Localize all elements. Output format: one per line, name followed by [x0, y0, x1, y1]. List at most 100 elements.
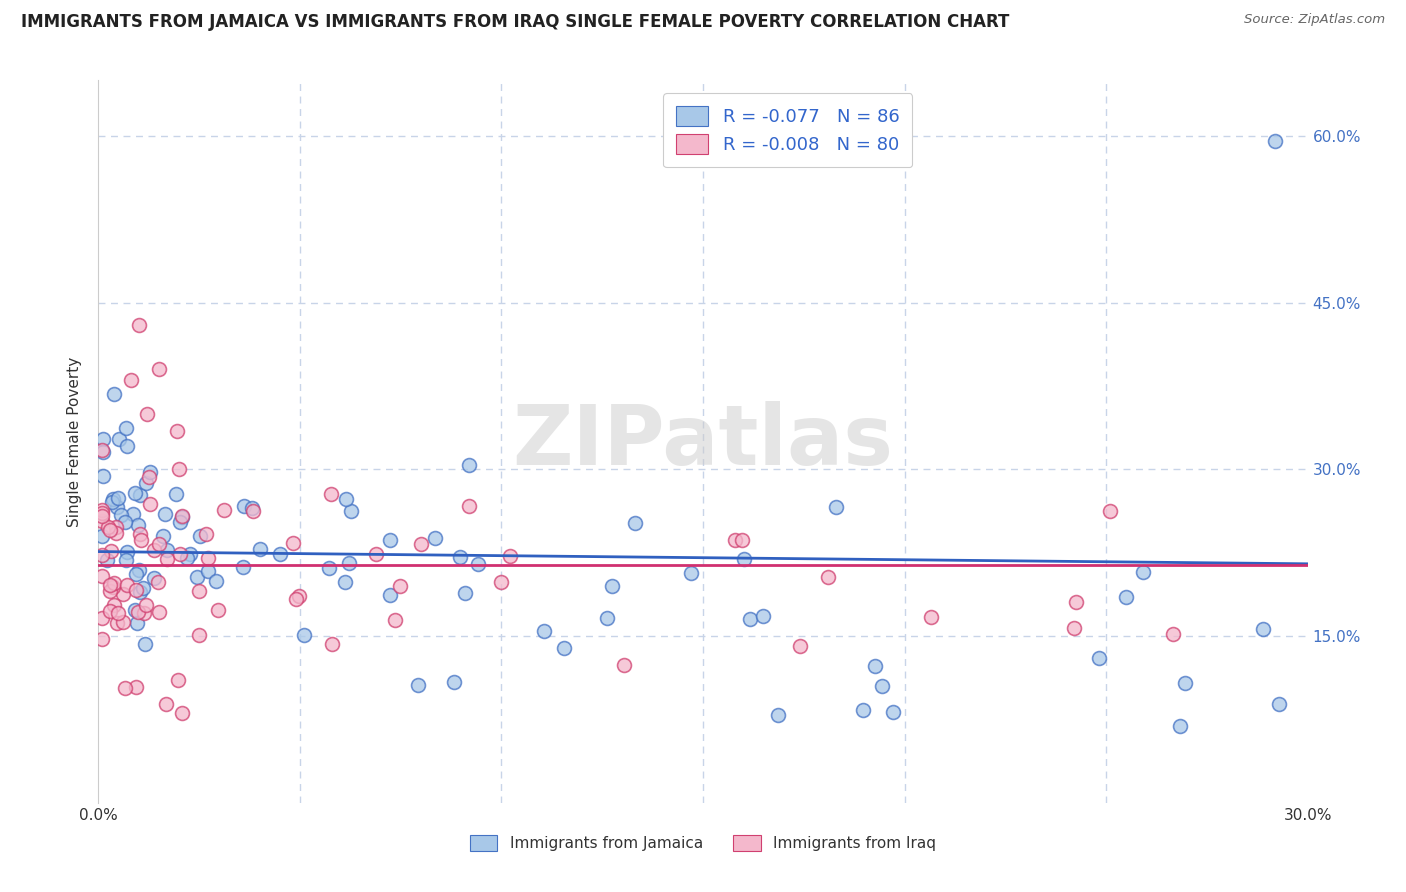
Point	[380, 588, 402, 602]
Point	[91, 506, 114, 520]
Point	[125, 582, 148, 597]
Point	[91, 632, 114, 647]
Point	[197, 564, 219, 578]
Point	[1063, 621, 1085, 635]
Point	[364, 547, 387, 561]
Point	[105, 525, 128, 540]
Point	[1264, 135, 1286, 149]
Point	[740, 612, 762, 626]
Point	[110, 508, 132, 522]
Point	[124, 486, 146, 500]
Point	[127, 606, 149, 620]
Point	[232, 560, 254, 574]
Point	[1268, 697, 1291, 711]
Point	[194, 527, 217, 541]
Point	[132, 581, 155, 595]
Point	[733, 552, 755, 566]
Legend: Immigrants from Jamaica, Immigrants from Iraq: Immigrants from Jamaica, Immigrants from…	[461, 826, 945, 860]
Point	[107, 606, 129, 620]
Point	[146, 574, 169, 589]
Point	[731, 533, 754, 547]
Point	[100, 544, 122, 558]
Point	[498, 549, 520, 563]
Point	[107, 491, 129, 505]
Point	[98, 604, 121, 618]
Point	[98, 584, 121, 599]
Point	[148, 605, 170, 619]
Point	[101, 495, 124, 509]
Point	[165, 487, 187, 501]
Point	[131, 533, 153, 548]
Point	[96, 553, 118, 567]
Point	[105, 500, 128, 515]
Point	[1098, 504, 1121, 518]
Point	[288, 589, 311, 603]
Point	[128, 318, 150, 332]
Point	[1064, 595, 1087, 609]
Point	[125, 615, 148, 630]
Point	[166, 424, 188, 438]
Point	[205, 574, 228, 589]
Point	[120, 373, 142, 387]
Point	[169, 547, 191, 561]
Point	[232, 499, 254, 513]
Point	[384, 613, 406, 627]
Point	[169, 515, 191, 529]
Point	[292, 628, 315, 642]
Point	[454, 586, 477, 600]
Text: Source: ZipAtlas.com: Source: ZipAtlas.com	[1244, 13, 1385, 27]
Point	[533, 624, 555, 639]
Point	[97, 519, 120, 533]
Point	[318, 560, 340, 574]
Point	[188, 628, 211, 642]
Point	[172, 509, 194, 524]
Point	[91, 611, 114, 625]
Point	[409, 537, 432, 551]
Point	[128, 563, 150, 577]
Point	[186, 570, 208, 584]
Point	[91, 528, 114, 542]
Point	[176, 550, 198, 565]
Point	[1251, 622, 1274, 636]
Point	[443, 674, 465, 689]
Point	[114, 515, 136, 529]
Point	[91, 569, 114, 583]
Point	[167, 462, 190, 476]
Point	[724, 533, 747, 548]
Point	[197, 551, 219, 566]
Point	[103, 598, 125, 612]
Point	[103, 576, 125, 591]
Point	[142, 571, 165, 585]
Point	[269, 547, 291, 561]
Point	[91, 442, 114, 457]
Point	[114, 681, 136, 696]
Point	[152, 529, 174, 543]
Point	[91, 503, 114, 517]
Point	[467, 558, 489, 572]
Text: ZIPatlas: ZIPatlas	[513, 401, 893, 482]
Point	[852, 703, 875, 717]
Point	[489, 574, 512, 589]
Point	[134, 637, 156, 651]
Point	[449, 550, 471, 565]
Point	[249, 542, 271, 557]
Point	[124, 567, 146, 582]
Text: IMMIGRANTS FROM JAMAICA VS IMMIGRANTS FROM IRAQ SINGLE FEMALE POVERTY CORRELATIO: IMMIGRANTS FROM JAMAICA VS IMMIGRANTS FR…	[21, 13, 1010, 31]
Point	[115, 553, 138, 567]
Point	[139, 465, 162, 479]
Point	[825, 500, 848, 514]
Point	[458, 500, 481, 514]
Point	[91, 444, 114, 458]
Point	[284, 592, 307, 607]
Point	[127, 518, 149, 533]
Point	[98, 578, 121, 592]
Point	[870, 679, 893, 693]
Point	[134, 606, 156, 620]
Point	[125, 680, 148, 694]
Point	[423, 531, 446, 545]
Point	[1168, 719, 1191, 733]
Point	[388, 579, 411, 593]
Point	[122, 507, 145, 521]
Point	[190, 529, 212, 543]
Point	[1115, 591, 1137, 605]
